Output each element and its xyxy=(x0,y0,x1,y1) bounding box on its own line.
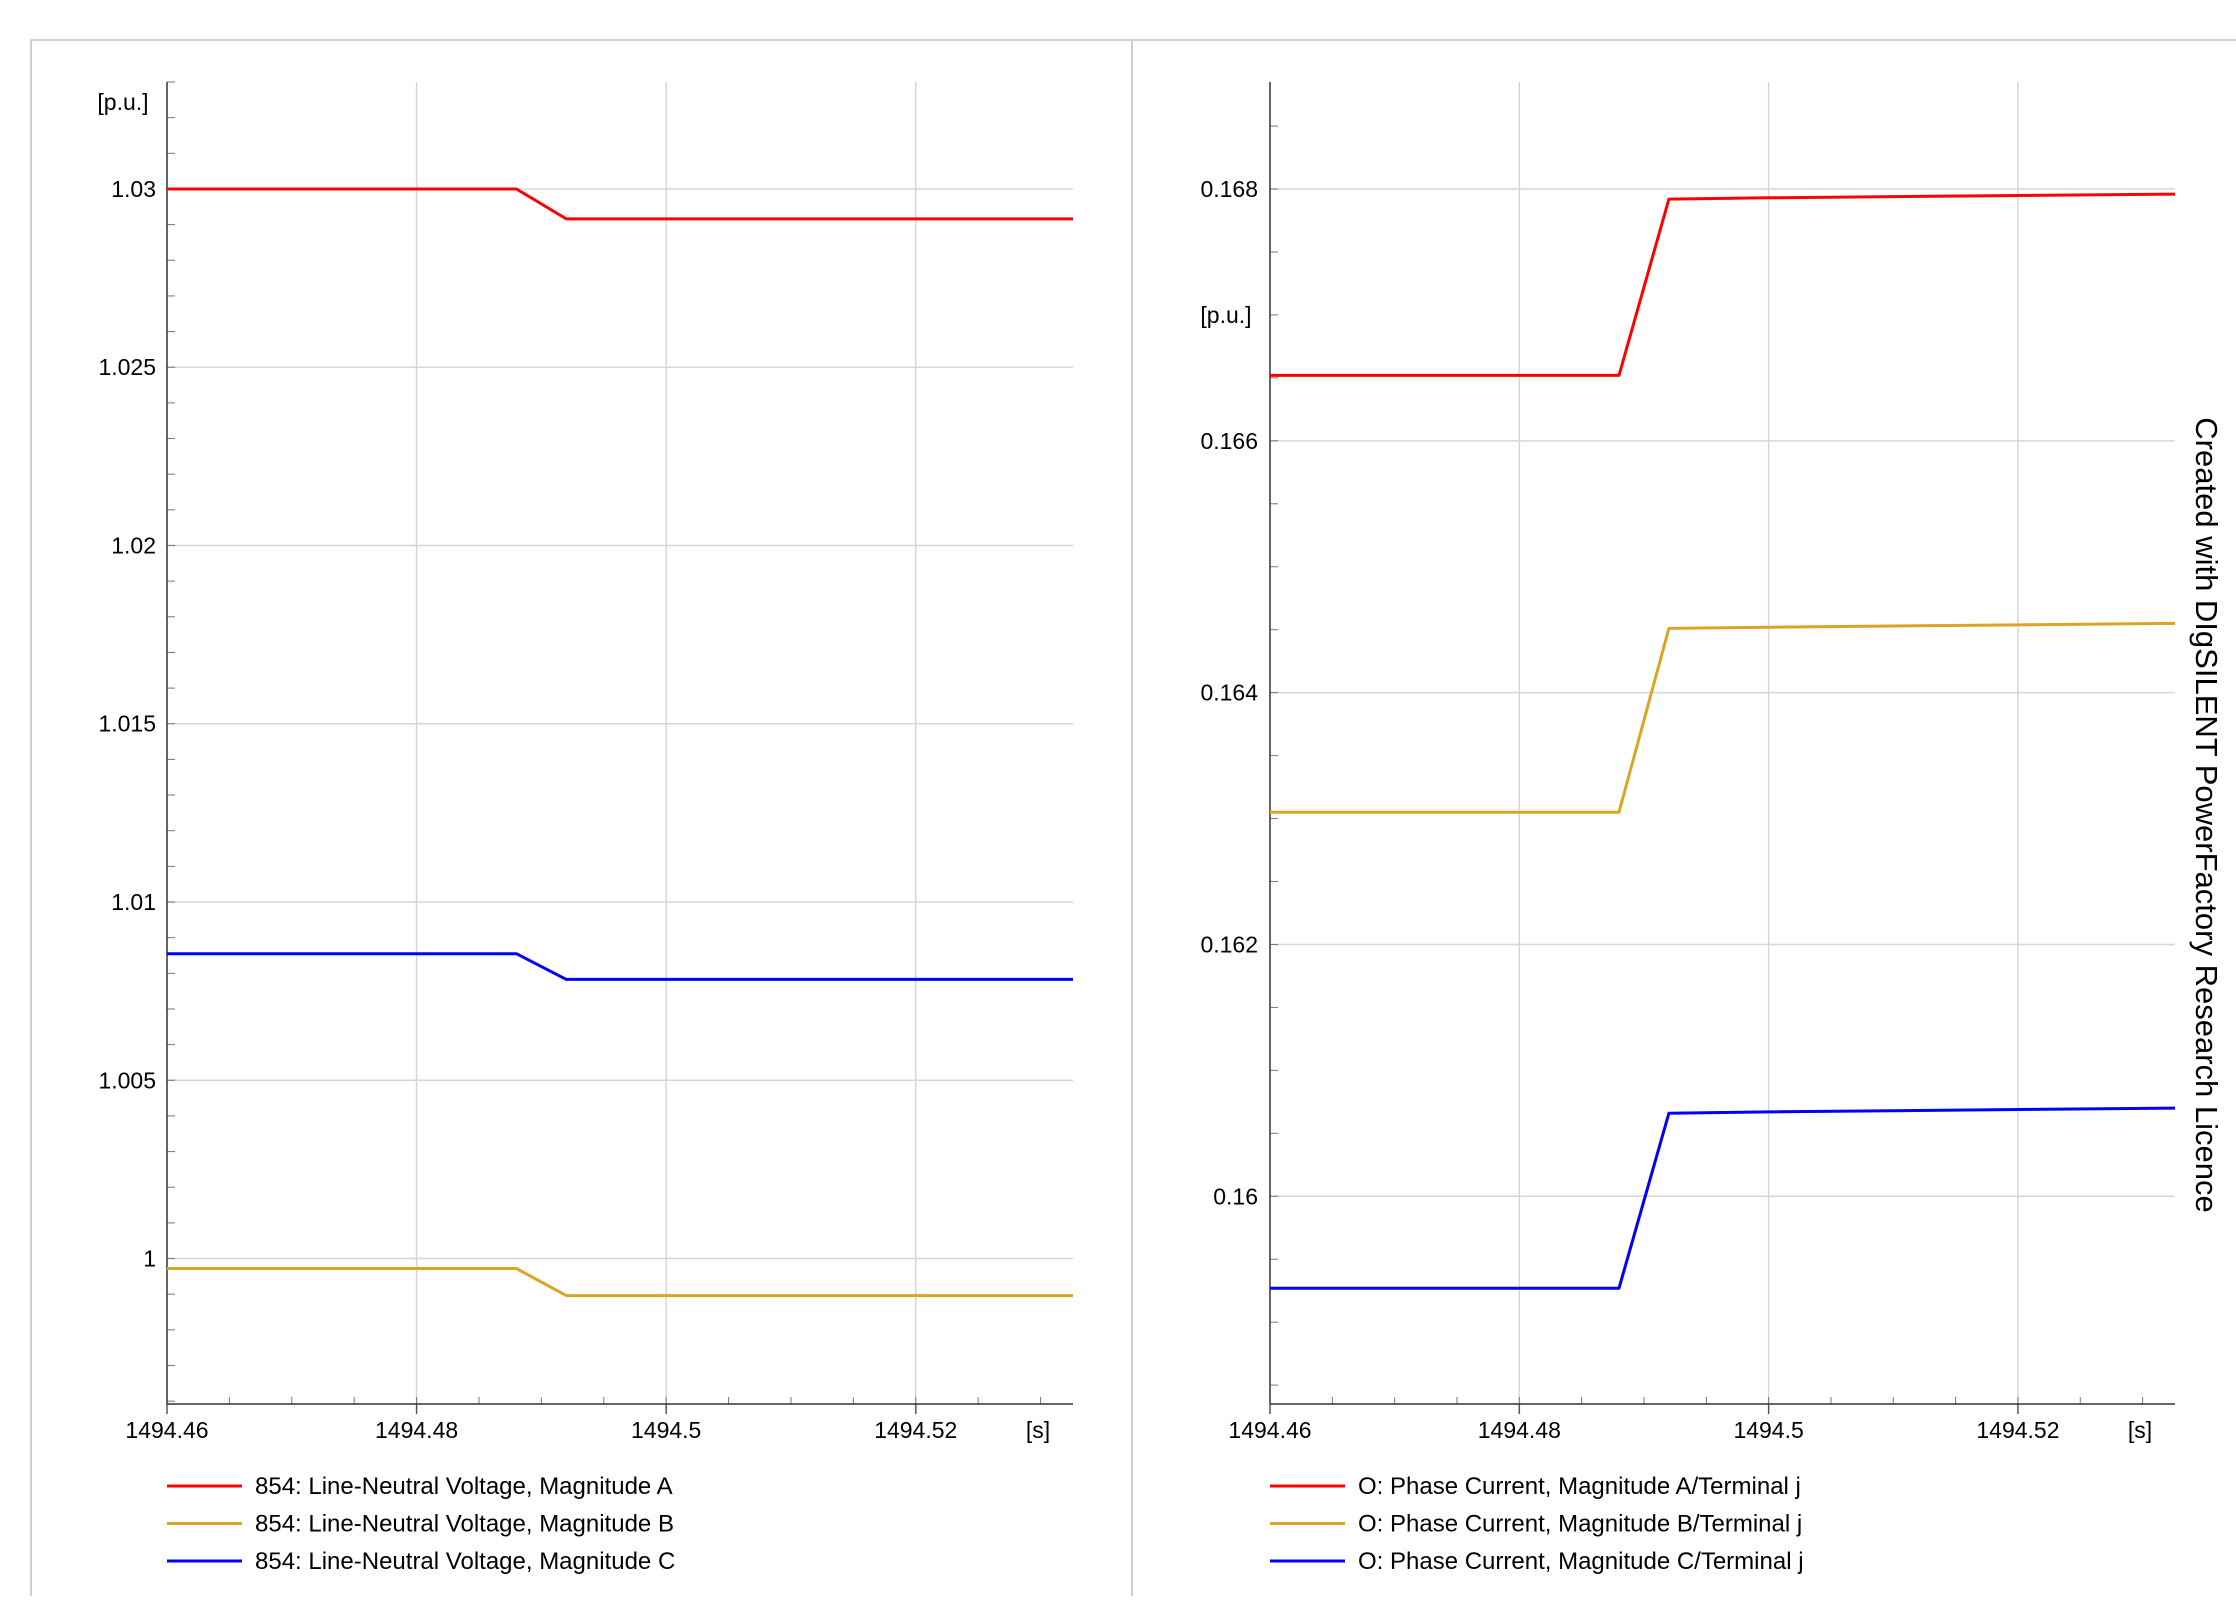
x-axis-unit-label: [s] xyxy=(2128,1417,2152,1443)
series-line-2 xyxy=(1270,621,2176,814)
y-tick-label: 1 xyxy=(143,1246,156,1272)
left-chart-voltage: 1494.46 1494.48 1494.5 1494.52 [s] 1 1.005 1.01… xyxy=(97,81,1073,1575)
x-tick-label: 1494.48 xyxy=(375,1417,458,1443)
series-line-1 xyxy=(1270,192,2176,377)
y-tick-label: 0.162 xyxy=(1200,931,1258,957)
y-tick-label: 1.025 xyxy=(98,354,156,380)
legend-label: O: Phase Current, Magnitude A/Terminal j xyxy=(1358,1473,1801,1500)
y-tick-label: 1.005 xyxy=(98,1067,156,1093)
frame-layer xyxy=(30,39,2236,1596)
legend-label: 854: Line-Neutral Voltage, Magnitude B xyxy=(255,1511,674,1538)
y-tick-label: 1.015 xyxy=(98,711,156,737)
watermark-text: Created with DIgSILENT PowerFactory Rese… xyxy=(2189,417,2224,1212)
y-axis-unit-label: [p.u.] xyxy=(1200,302,1251,328)
series-line-3 xyxy=(167,952,1073,981)
legend-label: 854: Line-Neutral Voltage, Magnitude C xyxy=(255,1548,675,1575)
x-tick-label: 1494.52 xyxy=(1976,1417,2059,1443)
series-line-3 xyxy=(1270,1106,2176,1290)
x-tick-label: 1494.46 xyxy=(1228,1417,1311,1443)
x-tick-label: 1494.5 xyxy=(1733,1417,1803,1443)
y-tick-label: 0.164 xyxy=(1200,680,1258,706)
x-tick-label: 1494.46 xyxy=(125,1417,208,1443)
y-axis-unit-label: [p.u.] xyxy=(97,89,148,115)
x-tick-label: 1494.5 xyxy=(631,1417,701,1443)
y-tick-label: 1.03 xyxy=(111,176,156,202)
series-line-2 xyxy=(167,1267,1073,1298)
series-line-1 xyxy=(167,187,1073,221)
y-tick-label: 0.166 xyxy=(1200,428,1258,454)
right-chart-current: 1494.46 1494.48 1494.5 1494.52 [s] 0.16 0.162 0… xyxy=(1200,82,2176,1575)
x-axis-unit-label: [s] xyxy=(1026,1417,1050,1443)
legend-label: O: Phase Current, Magnitude B/Terminal j xyxy=(1358,1511,1802,1538)
x-tick-label: 1494.48 xyxy=(1478,1417,1561,1443)
legend-label: 854: Line-Neutral Voltage, Magnitude A xyxy=(255,1473,673,1500)
y-tick-label: 0.16 xyxy=(1213,1183,1258,1209)
y-tick-label: 1.02 xyxy=(111,532,156,558)
y-tick-label: 0.168 xyxy=(1200,176,1258,202)
legend-label: O: Phase Current, Magnitude C/Terminal j xyxy=(1358,1548,1804,1575)
y-tick-label: 1.01 xyxy=(111,889,156,915)
x-tick-label: 1494.52 xyxy=(874,1417,957,1443)
